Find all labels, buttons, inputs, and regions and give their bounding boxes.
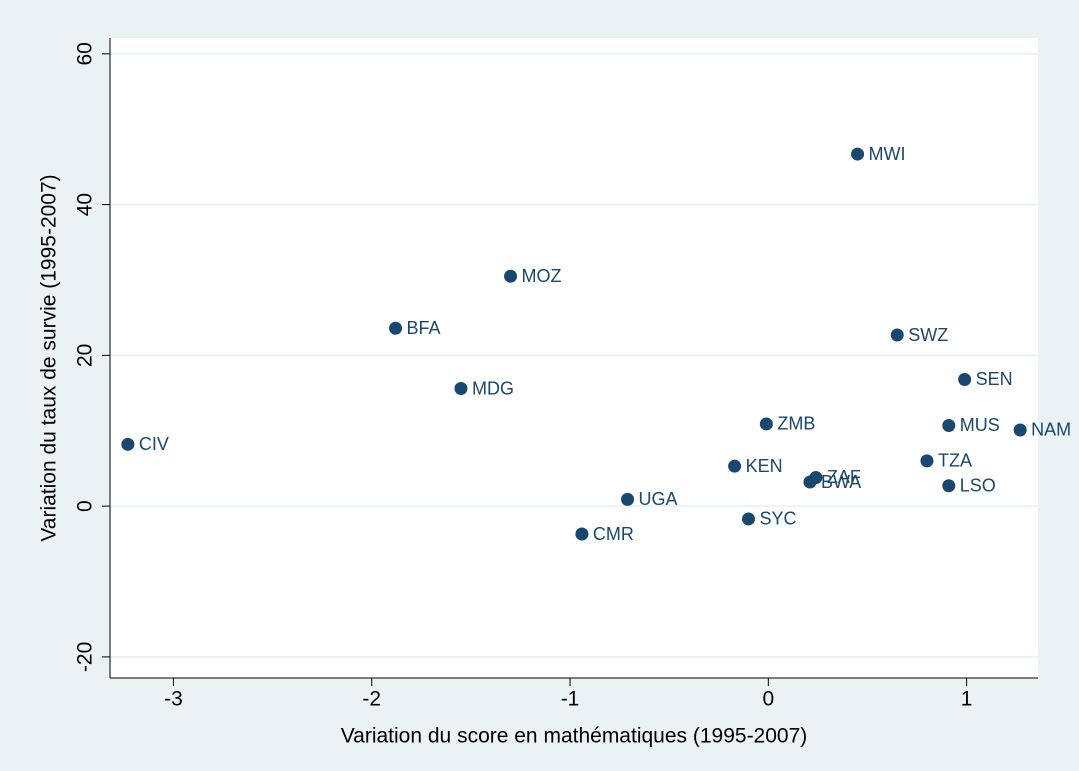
point xyxy=(504,269,518,283)
point-label: BFA xyxy=(407,318,441,338)
point-label: SWZ xyxy=(908,325,948,345)
x-tick-label: 1 xyxy=(961,688,973,711)
x-tick-label: -3 xyxy=(164,688,183,711)
point xyxy=(920,454,934,468)
point xyxy=(1013,423,1027,437)
y-axis-title: Variation du taux de survie (1995-2007) xyxy=(38,174,61,541)
point-label: KEN xyxy=(746,456,783,476)
point xyxy=(942,418,956,432)
point xyxy=(621,492,635,506)
point xyxy=(121,437,135,451)
point-label: CMR xyxy=(593,524,634,544)
x-axis-title: Variation du score en mathématiques (199… xyxy=(341,725,808,748)
point xyxy=(741,512,755,526)
plot-area xyxy=(110,38,1038,678)
point xyxy=(942,479,956,493)
point xyxy=(851,147,865,161)
point-label: MWI xyxy=(869,144,906,164)
point-label: SYC xyxy=(759,509,796,529)
point xyxy=(890,328,904,342)
point-label: CIV xyxy=(139,434,169,454)
point-label: MOZ xyxy=(522,266,562,286)
point-label: LSO xyxy=(960,476,996,496)
point-label: MDG xyxy=(472,378,514,398)
y-tick-label: -20 xyxy=(74,642,97,672)
point-label: ZMB xyxy=(777,414,815,434)
point-label: UGA xyxy=(639,489,678,509)
point xyxy=(759,417,773,431)
x-tick-label: 0 xyxy=(762,688,774,711)
point xyxy=(803,475,817,489)
point-label: NAM xyxy=(1031,420,1071,440)
x-tick-label: -2 xyxy=(362,688,381,711)
point-label: SEN xyxy=(976,369,1013,389)
point xyxy=(389,321,403,335)
y-tick-label: 60 xyxy=(74,42,97,65)
point-label: ZAF xyxy=(827,467,861,487)
y-tick-label: 0 xyxy=(74,500,97,512)
point xyxy=(454,382,468,396)
point-label: BWA xyxy=(821,472,861,492)
y-tick-label: 20 xyxy=(74,344,97,367)
point xyxy=(728,459,742,473)
point-label: TZA xyxy=(938,451,972,471)
point xyxy=(958,372,972,386)
point xyxy=(575,527,589,541)
x-tick-label: -1 xyxy=(561,688,580,711)
point-label: MUS xyxy=(960,415,1000,435)
y-tick-label: 40 xyxy=(74,193,97,216)
